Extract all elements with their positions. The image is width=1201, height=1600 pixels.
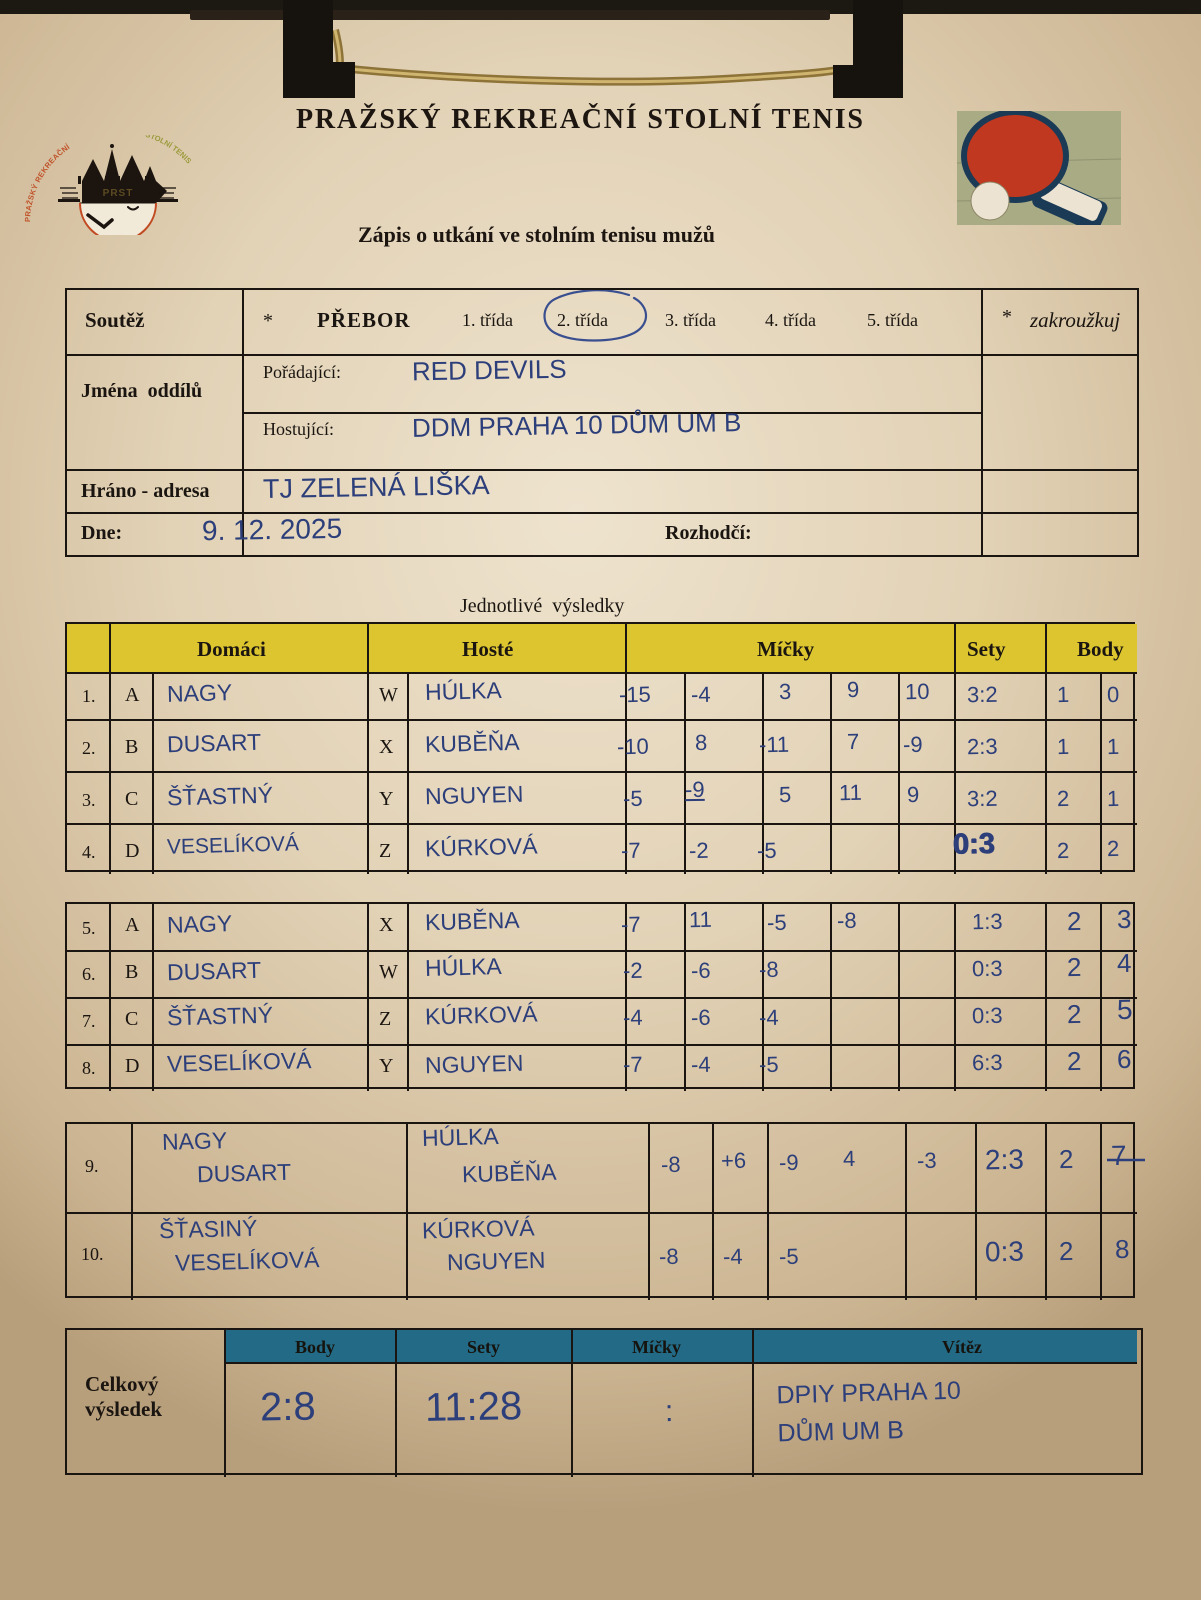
svg-text:PRAŽSKÝ REKREAČNÍ: PRAŽSKÝ REKREAČNÍ bbox=[23, 142, 72, 222]
svg-text:PRST: PRST bbox=[103, 188, 134, 199]
svg-text:STOLNÍ TENIS: STOLNÍ TENIS bbox=[144, 135, 193, 165]
